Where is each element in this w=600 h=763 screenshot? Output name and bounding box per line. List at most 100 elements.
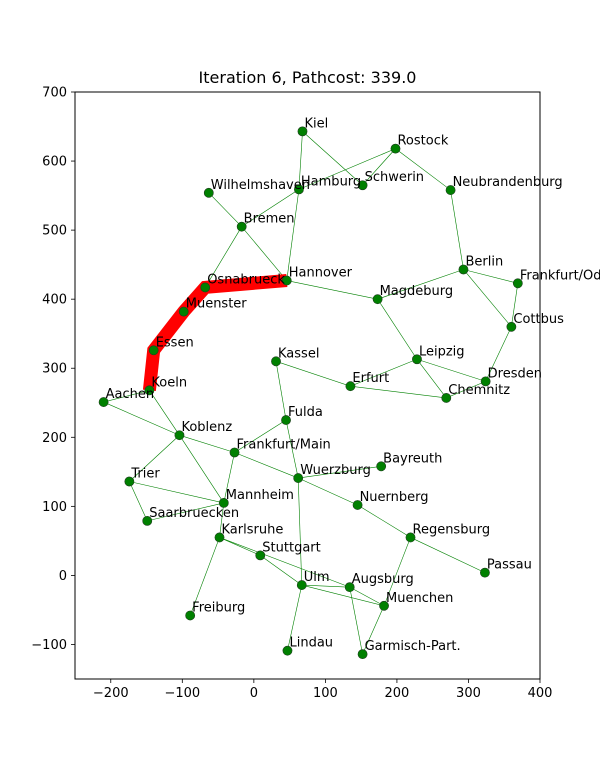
y-tick-label: −100 xyxy=(31,638,67,653)
y-tick-label: 300 xyxy=(42,362,67,377)
edge-augsburg-garmisch-part xyxy=(349,587,363,655)
node-label-leipzig: Leipzig xyxy=(419,344,465,359)
node-kassel xyxy=(271,356,281,367)
x-tick-label: −200 xyxy=(93,686,129,701)
node-label-hannover: Hannover xyxy=(289,266,353,281)
node-label-kassel: Kassel xyxy=(278,346,319,361)
node-neubrandenburg xyxy=(445,185,456,195)
node-muenster xyxy=(178,306,189,317)
node-label-fulda: Fulda xyxy=(288,405,323,420)
y-tick-label: 400 xyxy=(42,293,67,308)
node-berlin xyxy=(458,264,469,275)
node-bremen xyxy=(236,221,247,232)
edge-koeln-koblenz xyxy=(149,390,180,436)
node-label-dresden: Dresden xyxy=(488,366,542,381)
node-hamburg xyxy=(294,184,304,195)
node-augsburg xyxy=(344,582,355,593)
node-ulm xyxy=(296,580,307,590)
node-frankfurt-oder xyxy=(512,278,523,289)
node-label-koeln: Koeln xyxy=(151,375,187,390)
node-saarbruecken xyxy=(142,515,153,526)
node-wuerzburg xyxy=(293,473,304,483)
chart-title: Iteration 6, Pathcost: 339.0 xyxy=(199,68,417,87)
edge-kassel-erfurt xyxy=(275,361,351,387)
x-tick-label: 400 xyxy=(528,686,553,701)
edge-dresden-chemnitz xyxy=(446,381,486,399)
node-osnabrueck xyxy=(200,282,211,293)
edge-leipzig-chemnitz xyxy=(416,359,447,399)
edge-magdeburg-leipzig xyxy=(377,299,418,360)
node-garmisch-part xyxy=(357,649,368,660)
node-label-stuttgart: Stuttgart xyxy=(262,540,320,555)
node-label-neubrandenburg: Neubrandenburg xyxy=(453,175,563,190)
node-label-garmisch-part: Garmisch-Part. xyxy=(365,639,461,654)
edge-hamburg-rostock xyxy=(298,148,396,190)
edge-erfurt-leipzig xyxy=(350,358,418,387)
node-label-kiel: Kiel xyxy=(304,116,328,131)
node-freiburg xyxy=(185,610,196,621)
edge-hannover-magdeburg xyxy=(286,280,378,300)
edge-koeln-aachen xyxy=(103,390,150,403)
edge-nuernberg-regensburg xyxy=(357,504,411,538)
node-cottbus xyxy=(506,321,517,332)
edge-wuerzburg-nuernberg xyxy=(298,477,358,506)
x-tick-label: 200 xyxy=(385,686,410,701)
node-wilhelmshaven xyxy=(203,187,214,198)
node-lindau xyxy=(282,645,293,656)
node-label-bayreuth: Bayreuth xyxy=(383,451,442,466)
edge-bremen-osnabrueck xyxy=(204,226,242,288)
node-label-wilhelmshaven: Wilhelmshaven xyxy=(211,178,310,193)
node-regensburg xyxy=(405,532,416,543)
y-tick-label: 500 xyxy=(42,224,67,239)
node-label-frankfurt-oder: Frankfurt/Oder xyxy=(520,268,600,283)
edge-neubrandenburg-berlin xyxy=(450,190,464,270)
node-schwerin xyxy=(357,180,368,191)
node-label-berlin: Berlin xyxy=(465,254,503,269)
node-label-ulm: Ulm xyxy=(304,570,330,585)
nodes-layer xyxy=(98,126,523,660)
node-chemnitz xyxy=(441,393,452,403)
edge-koblenz-trier xyxy=(129,435,180,482)
node-erfurt xyxy=(345,381,356,392)
node-fulda xyxy=(281,415,291,425)
edge-koblenz-mannheim xyxy=(179,435,225,504)
node-dresden xyxy=(480,376,491,387)
edge-ulm-muenchen xyxy=(301,584,385,607)
node-label-aachen: Aachen xyxy=(106,387,154,402)
node-label-bremen: Bremen xyxy=(244,212,295,227)
node-label-osnabrueck: Osnabrueck xyxy=(207,272,285,287)
edge-erfurt-chemnitz xyxy=(350,385,447,399)
node-label-frankfurt-main: Frankfurt/Main xyxy=(237,437,331,452)
edge-rostock-schwerin xyxy=(362,148,396,186)
edge-hamburg-bremen xyxy=(241,189,300,227)
node-label-lindau: Lindau xyxy=(289,636,333,651)
node-label-augsburg: Augsburg xyxy=(352,572,414,587)
edge-aachen-koblenz xyxy=(103,401,180,436)
edge-regensburg-passau xyxy=(410,537,486,573)
edge-trier-mannheim xyxy=(129,481,224,504)
edge-frankfurt-main-wuerzburg xyxy=(234,452,299,479)
edge-stuttgart-ulm xyxy=(260,555,302,586)
node-label-freiburg: Freiburg xyxy=(192,600,245,615)
y-tick-label: 100 xyxy=(42,500,67,515)
labels-layer: Kiel Rostock Schwerin Hamburg Neubrandenburg… xyxy=(106,116,600,654)
edge-berlin-frankfurt-oder xyxy=(463,269,518,284)
edge-karlsruhe-augsburg xyxy=(219,537,350,588)
edge-wilhelmshaven-bremen xyxy=(208,192,242,227)
node-passau xyxy=(480,567,490,578)
node-label-magdeburg: Magdeburg xyxy=(380,284,454,299)
node-label-schwerin: Schwerin xyxy=(365,170,424,185)
node-label-cottbus: Cottbus xyxy=(513,312,564,327)
edge-ulm-lindau xyxy=(287,585,303,651)
edge-koblenz-frankfurt-main xyxy=(179,434,235,453)
edge-saarbruecken-mannheim xyxy=(147,502,224,522)
node-mannheim xyxy=(218,497,229,508)
node-label-saarbruecken: Saarbruecken xyxy=(149,506,239,521)
edge-trier-saarbruecken xyxy=(129,481,148,521)
edge-kiel-schwerin xyxy=(302,131,363,186)
node-stuttgart xyxy=(255,550,266,561)
node-label-muenster: Muenster xyxy=(186,297,248,312)
edge-muenchen-garmisch-part xyxy=(362,605,385,655)
y-tick-label: 700 xyxy=(42,86,67,101)
y-tick-label: 200 xyxy=(42,431,67,446)
